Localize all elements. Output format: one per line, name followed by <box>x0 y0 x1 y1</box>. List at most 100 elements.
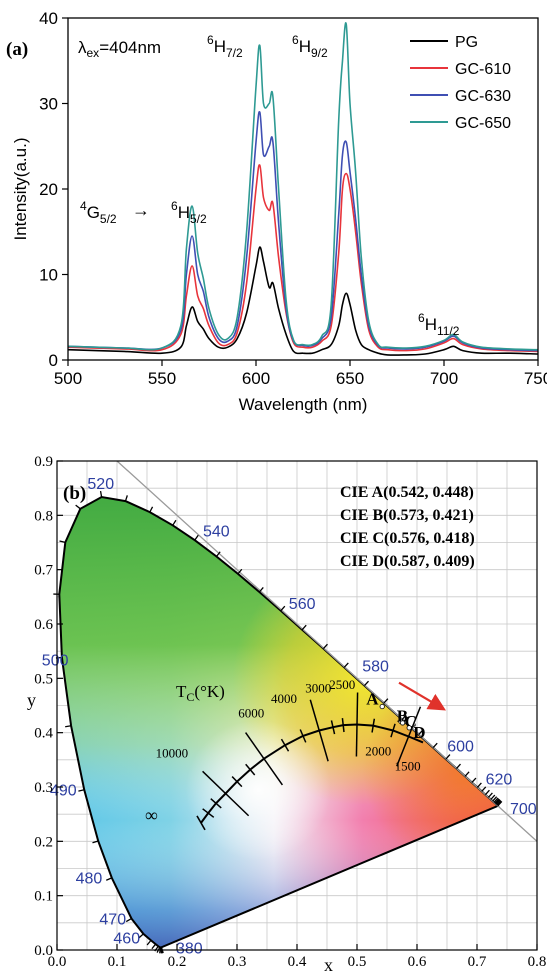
locus-tick <box>471 777 477 783</box>
panel-b-label: (b) <box>63 483 86 504</box>
y-tick-label: 0.1 <box>34 889 53 905</box>
isotherm-line <box>309 699 329 762</box>
cct-title: TC(°K) <box>176 682 225 704</box>
locus-tick <box>492 796 498 802</box>
wavelength-label: 380 <box>176 940 203 957</box>
y-tick-label: 0.7 <box>34 563 53 579</box>
wavelength-label: 620 <box>486 772 513 789</box>
isotherm-line <box>210 798 222 809</box>
locus-tick <box>78 789 85 792</box>
x-tick-label: 0.1 <box>108 954 127 970</box>
cie-legend-c: CIE C(0.576, 0.418) <box>340 530 475 547</box>
transition-label-6h52: 6H5/2 <box>171 199 207 226</box>
infinity-cap <box>196 815 206 831</box>
x-tick-label: 0.5 <box>348 954 367 970</box>
cie-axes: 0.0 0.1 0.2 0.3 0.4 0.5 0.6 0.7 0.8 0.0 0.1 0.2 0.3 0… <box>34 454 546 970</box>
wavelength-label: 480 <box>76 871 103 888</box>
isotherm-line <box>245 763 256 776</box>
locus-tick <box>146 939 152 946</box>
locus-tick <box>301 624 307 631</box>
y-tick-label: 0.0 <box>34 943 53 959</box>
locus-tick <box>75 504 81 510</box>
y-tick-label: 0.5 <box>34 671 53 687</box>
spectral-locus-ticks: 380 460 470 480 490 500 520 540 560 580 600 620 700 <box>42 476 537 957</box>
locus-tick <box>138 933 144 939</box>
locus-tick <box>495 799 501 805</box>
locus-tick <box>496 800 502 806</box>
series-line-gc-650 <box>68 22 538 351</box>
cie-legend-a: CIE A(0.542, 0.448) <box>340 484 474 501</box>
locus-tick <box>237 568 243 575</box>
y-tick-label: 0.2 <box>34 834 53 850</box>
panel-a-xlabel: Wavelength (nm) <box>239 395 368 414</box>
panel-a-ylabel: Intensity(a.u.) <box>11 138 30 241</box>
locus-tick <box>99 490 103 498</box>
x-tick-label: 0.7 <box>468 954 487 970</box>
panel-a-legend: PG GC-610 GC-630 GC-650 <box>410 34 511 132</box>
transition-arrow: → <box>132 200 150 220</box>
excitation-label: λex=404nm <box>78 38 161 60</box>
x-tick-label: 650 <box>336 369 364 388</box>
locus-tick <box>445 754 451 760</box>
series-line-pg <box>68 246 538 356</box>
locus-tick <box>364 680 370 687</box>
isotherm-line <box>202 808 215 818</box>
locus-tick <box>481 786 487 792</box>
locus-tick <box>194 534 199 541</box>
locus-tick <box>322 643 328 650</box>
cct-label: 2000 <box>365 744 391 759</box>
cie-point-label: B <box>397 706 408 725</box>
locus-tick <box>464 771 470 777</box>
cct-label: 3000 <box>305 680 331 695</box>
locus-tick <box>172 519 177 526</box>
locus-tick <box>494 798 500 804</box>
legend-label-gc610: GC-610 <box>455 61 511 78</box>
locus-tick <box>455 763 461 769</box>
series-line-gc-610 <box>68 164 538 353</box>
x-tick-label: 0.0 <box>48 954 67 970</box>
cie-point-d <box>406 725 412 731</box>
locus-tick <box>343 662 349 668</box>
x-tick-label: 0.6 <box>408 954 427 970</box>
x-tick-label: 0.8 <box>528 954 547 970</box>
gray-diagonal-line <box>116 460 538 842</box>
locus-tick <box>151 943 157 950</box>
transition-label-6h72: 6H7/2 <box>207 33 243 60</box>
x-tick-label: 0.2 <box>168 954 187 970</box>
panel-a-label: (a) <box>6 39 28 60</box>
x-tick-label: 500 <box>54 369 82 388</box>
cie-point-label: D <box>413 723 425 742</box>
isotherm-line <box>330 720 336 735</box>
cie-point-label: A <box>366 690 379 709</box>
locus-tick <box>65 725 72 728</box>
locus-tick <box>476 782 482 788</box>
wavelength-label: 490 <box>50 783 77 800</box>
x-tick-label: 750 <box>524 369 547 388</box>
wavelength-label: 580 <box>362 658 389 675</box>
x-tick-label: 700 <box>430 369 458 388</box>
locus-tick <box>401 714 407 720</box>
locus-tick <box>125 918 132 923</box>
locus-tick <box>418 729 424 736</box>
cie-legend-d: CIE D(0.587, 0.409) <box>340 553 475 570</box>
y-tick-label: 0 <box>49 351 58 370</box>
wavelength-label: 560 <box>289 596 316 613</box>
isotherm-line <box>355 692 359 757</box>
locus-tick <box>493 797 499 803</box>
wavelength-label: 470 <box>99 911 126 928</box>
cct-label: 6000 <box>238 706 264 721</box>
isotherm-line <box>299 729 307 743</box>
isotherm-line <box>231 776 243 788</box>
wavelength-label: 600 <box>447 738 474 755</box>
isotherm-line <box>341 718 345 733</box>
x-tick-label: 600 <box>242 369 270 388</box>
cct-label: 4000 <box>271 691 297 706</box>
red-arrow <box>398 681 446 711</box>
locus-tick <box>59 540 66 544</box>
locus-tick <box>106 877 113 881</box>
cct-label: 2500 <box>329 677 355 692</box>
cie-point-c <box>399 720 406 726</box>
isotherm-line <box>244 732 284 786</box>
